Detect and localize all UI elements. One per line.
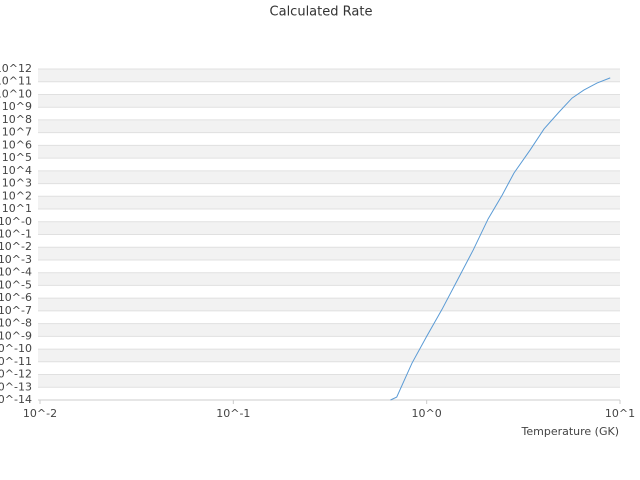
x-tick-label: 10^-1	[216, 407, 250, 420]
y-tick-label: 10^-8	[0, 317, 32, 330]
grid-band	[38, 119, 620, 133]
y-tick-label: 10^-5	[0, 278, 32, 291]
grid-band	[38, 81, 620, 95]
y-tick-label: 10^12	[0, 62, 32, 75]
y-tick-label: 10^-6	[0, 291, 32, 304]
grid-band	[38, 107, 620, 120]
x-tick-label: 10^0	[412, 407, 442, 420]
y-tick-label: 10^2	[2, 189, 32, 202]
grid-band	[38, 374, 620, 388]
grid-band	[38, 349, 620, 362]
y-tick-label: 10^4	[2, 164, 32, 177]
y-tick-label: 10^1	[2, 202, 32, 215]
y-tick-label: 10^-13	[0, 380, 32, 393]
grid-band	[38, 132, 620, 146]
y-tick-label: 10^-12	[0, 368, 32, 381]
y-tick-label: 10^-2	[0, 240, 32, 253]
x-tick-label: 10^1	[605, 407, 635, 420]
grid-band	[38, 158, 620, 171]
grid-band	[38, 285, 620, 299]
grid-band	[38, 310, 620, 324]
grid-band	[38, 336, 620, 350]
y-tick-label: 10^-1	[0, 228, 32, 241]
y-tick-label: 10^-9	[0, 329, 32, 342]
grid-band	[38, 69, 620, 82]
grid-band	[38, 170, 620, 184]
y-tick-label: 10^-0	[0, 215, 32, 228]
y-tick-label: 10^5	[2, 151, 32, 164]
chart-title: Calculated Rate	[270, 5, 373, 20]
y-tick-label: 10^7	[2, 126, 32, 139]
grid-band	[38, 298, 620, 311]
y-tick-label: 10^6	[2, 138, 32, 151]
x-tick-label: 10^-2	[23, 407, 57, 420]
grid-band	[38, 247, 620, 260]
y-tick-label: 10^-10	[0, 342, 32, 355]
grid-band	[38, 209, 620, 222]
y-tick-label: 10^8	[2, 113, 32, 126]
y-tick-label: 10^-7	[0, 304, 32, 317]
grid-band	[38, 183, 620, 197]
grid-band	[38, 323, 620, 337]
y-tick-label: 10^-14	[0, 393, 32, 406]
grid-band	[38, 387, 620, 400]
y-tick-label: 10^-3	[0, 253, 32, 266]
y-tick-label: 10^3	[2, 177, 32, 190]
y-tick-label: 10^-4	[0, 266, 32, 279]
plot-area	[38, 68, 620, 401]
grid-band	[38, 361, 620, 375]
y-tick-label: 10^9	[2, 100, 32, 113]
x-axis-label: Temperature (GK)	[521, 425, 620, 438]
grid-band	[38, 272, 620, 286]
grid-band	[38, 94, 620, 108]
grid-band	[38, 234, 620, 248]
grid-band	[38, 145, 620, 159]
grid-band	[38, 221, 620, 235]
grid-band	[38, 196, 620, 210]
grid-band	[38, 259, 620, 273]
data-line	[390, 77, 611, 401]
y-tick-label: 10^10	[0, 87, 32, 100]
y-tick-label: 10^11	[0, 75, 32, 88]
y-tick-label: 10^-11	[0, 355, 32, 368]
